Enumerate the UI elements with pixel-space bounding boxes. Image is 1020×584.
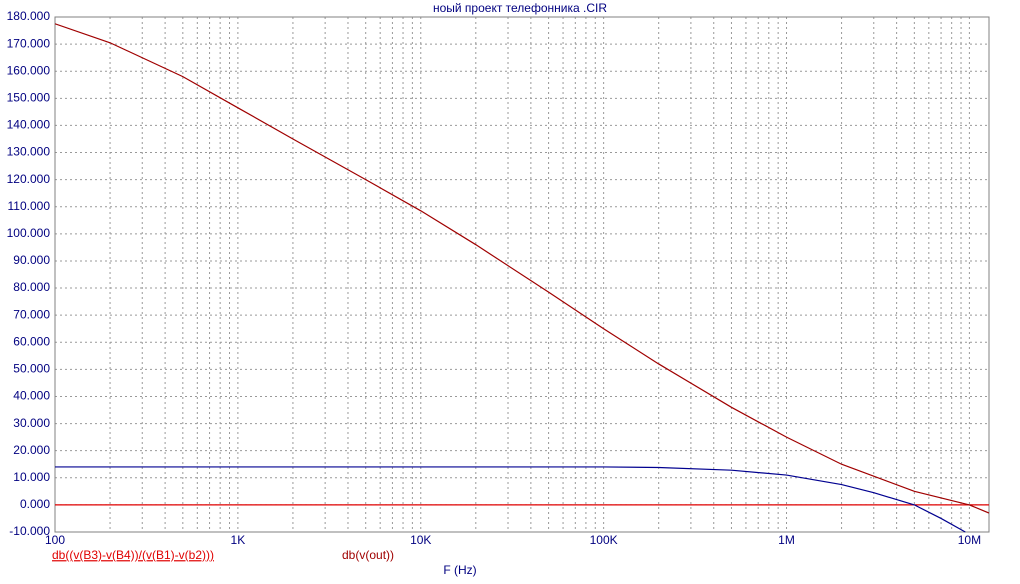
legend-entry: db(v(out)) xyxy=(342,548,394,562)
y-tick-label: 40.000 xyxy=(13,389,50,403)
x-tick-label: 100 xyxy=(45,533,65,547)
series-line xyxy=(55,466,966,533)
y-tick-label: 120.000 xyxy=(7,172,51,186)
x-tick-label: 1K xyxy=(231,533,246,547)
y-tick-label: 180.000 xyxy=(7,9,51,23)
y-tick-label: -10.000 xyxy=(9,524,50,538)
y-tick-label: 80.000 xyxy=(13,280,50,294)
chart-title: ноый проект телефонника .CIR xyxy=(433,1,607,15)
y-tick-label: 170.000 xyxy=(7,36,51,50)
x-tick-label: 10M xyxy=(958,533,981,547)
y-tick-label: 110.000 xyxy=(8,199,51,213)
y-tick-label: 20.000 xyxy=(13,443,50,457)
y-tick-label: 70.000 xyxy=(13,307,50,321)
y-tick-label: 100.000 xyxy=(7,226,51,240)
y-tick-label: 140.000 xyxy=(7,118,51,132)
plot-frame xyxy=(54,16,990,533)
x-tick-label: 100K xyxy=(590,533,618,547)
y-tick-label: 130.000 xyxy=(7,145,51,159)
y-tick-label: 160.000 xyxy=(7,63,51,77)
y-tick-label: 10.000 xyxy=(13,470,50,484)
y-tick-label: 60.000 xyxy=(13,334,50,348)
y-tick-label: 30.000 xyxy=(13,416,50,430)
x-tick-label: 1M xyxy=(778,533,795,547)
legend-entry: db((v(B3)-v(B4))/(v(B1)-v(b2))) xyxy=(52,548,214,562)
y-tick-label: 90.000 xyxy=(13,253,50,267)
y-tick-label: 50.000 xyxy=(13,362,50,376)
y-tick-label: 150.000 xyxy=(7,90,51,104)
series-line xyxy=(55,23,989,514)
y-tick-label: 0.000 xyxy=(20,497,50,511)
x-axis-label: F (Hz) xyxy=(443,563,476,577)
x-tick-label: 10K xyxy=(410,533,431,547)
